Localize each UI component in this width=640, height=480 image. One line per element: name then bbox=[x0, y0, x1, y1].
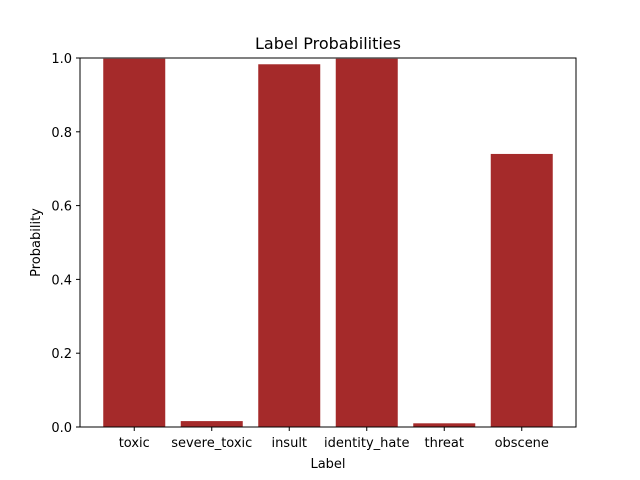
x-tick-label: severe_toxic bbox=[171, 436, 252, 451]
x-axis-label: Label bbox=[310, 457, 345, 472]
y-tick-label: 0.0 bbox=[51, 421, 72, 436]
bar-toxic bbox=[103, 58, 166, 427]
x-tick-label: identity_hate bbox=[324, 436, 409, 451]
chart-title: Label Probabilities bbox=[255, 34, 401, 53]
y-tick-label: 0.4 bbox=[51, 273, 72, 288]
y-tick-label: 1.0 bbox=[51, 52, 72, 67]
y-tick-label: 0.2 bbox=[51, 347, 72, 362]
y-tick-label: 0.8 bbox=[51, 126, 72, 141]
y-tick-label: 0.6 bbox=[51, 200, 72, 215]
bar-insult bbox=[258, 64, 321, 427]
plot-area-frame bbox=[79, 57, 577, 428]
y-axis: 0.0 0.2 0.4 0.6 0.8 1.0 bbox=[51, 52, 80, 436]
y-axis-label: Probability bbox=[29, 208, 44, 277]
x-tick-label: threat bbox=[425, 436, 464, 451]
bar-threat bbox=[413, 423, 476, 427]
x-axis: toxic severe_toxic insult identity_hate thre… bbox=[119, 427, 549, 451]
bars-layer bbox=[103, 58, 553, 427]
bar-severe_toxic bbox=[180, 421, 243, 427]
bar-obscene bbox=[490, 153, 553, 427]
x-tick-label: insult bbox=[271, 436, 307, 451]
x-tick-label: obscene bbox=[495, 436, 549, 451]
bar-identity_hate bbox=[335, 58, 398, 427]
x-tick-label: toxic bbox=[119, 436, 150, 451]
